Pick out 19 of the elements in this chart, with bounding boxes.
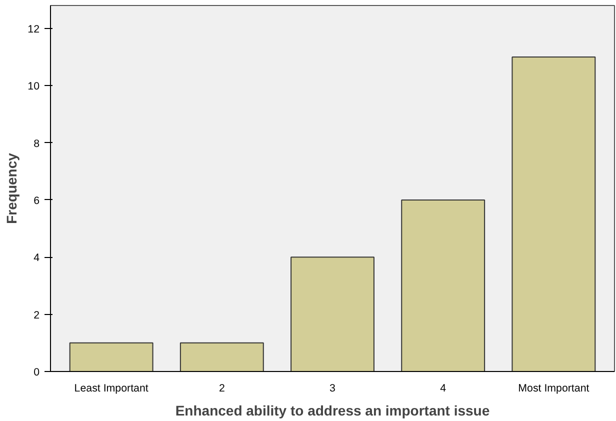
y-tick-label: 6 — [34, 194, 40, 207]
y-axis-title: Frequency — [4, 152, 20, 224]
y-tick-label: 4 — [34, 252, 40, 264]
bar — [180, 342, 264, 372]
x-tick-label: 3 — [330, 382, 336, 394]
bar — [69, 342, 154, 372]
x-tick-label: 4 — [440, 382, 446, 394]
x-tick-label: 2 — [218, 382, 225, 394]
x-tick-label: Most Important — [518, 382, 590, 394]
x-tick-label: Least Important — [74, 382, 148, 394]
y-tick-label: 12 — [28, 23, 40, 36]
bar — [512, 56, 596, 372]
bar — [290, 256, 374, 372]
y-tick-label: 0 — [34, 366, 40, 378]
x-axis-title: Enhanced ability to address an important issue — [175, 402, 490, 418]
y-tick-label: 2 — [34, 309, 40, 322]
y-tick-label: 10 — [28, 80, 40, 93]
y-tick-label: 8 — [34, 138, 40, 150]
bar — [401, 199, 486, 372]
